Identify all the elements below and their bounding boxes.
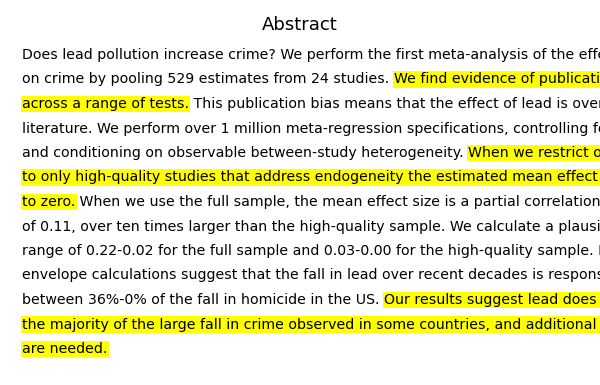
Text: We find evidence of publication bias: We find evidence of publication bias bbox=[394, 72, 600, 87]
Text: and conditioning on observable between-study heterogeneity.: and conditioning on observable between-s… bbox=[22, 146, 468, 160]
Text: This publication bias means that the effect of lead is overstated in the: This publication bias means that the eff… bbox=[189, 97, 600, 111]
Text: When we use the full sample, the mean effect size is a partial correlation coeff: When we use the full sample, the mean ef… bbox=[76, 195, 600, 209]
Text: to only high-quality studies that address endogeneity the estimated mean effect : to only high-quality studies that addres… bbox=[22, 171, 600, 184]
Text: Our results suggest lead does not explain: Our results suggest lead does not explai… bbox=[384, 293, 600, 307]
Text: literature. We perform over 1 million meta-regression specifications, controllin: literature. We perform over 1 million me… bbox=[22, 122, 600, 136]
Text: are needed.: are needed. bbox=[22, 342, 107, 356]
Text: When we restrict our analysis: When we restrict our analysis bbox=[468, 146, 600, 160]
Text: on crime by pooling 529 estimates from 24 studies.: on crime by pooling 529 estimates from 2… bbox=[22, 72, 394, 87]
Text: Abstract: Abstract bbox=[262, 16, 338, 34]
Text: between 36%-0% of the fall in homicide in the US.: between 36%-0% of the fall in homicide i… bbox=[22, 293, 384, 307]
Text: across a range of tests.: across a range of tests. bbox=[22, 97, 189, 111]
Text: the majority of the large fall in crime observed in some countries, and addition: the majority of the large fall in crime … bbox=[22, 318, 600, 331]
Text: range of 0.22-0.02 for the full sample and 0.03-0.00 for the high-quality sample: range of 0.22-0.02 for the full sample a… bbox=[22, 244, 600, 258]
Text: of 0.11, over ten times larger than the high-quality sample. We calculate a plau: of 0.11, over ten times larger than the … bbox=[22, 219, 600, 233]
Text: to zero.: to zero. bbox=[22, 195, 76, 209]
Text: envelope calculations suggest that the fall in lead over recent decades is respo: envelope calculations suggest that the f… bbox=[22, 268, 600, 283]
Text: Does lead pollution increase crime? We perform the first meta-analysis of the ef: Does lead pollution increase crime? We p… bbox=[22, 48, 600, 62]
